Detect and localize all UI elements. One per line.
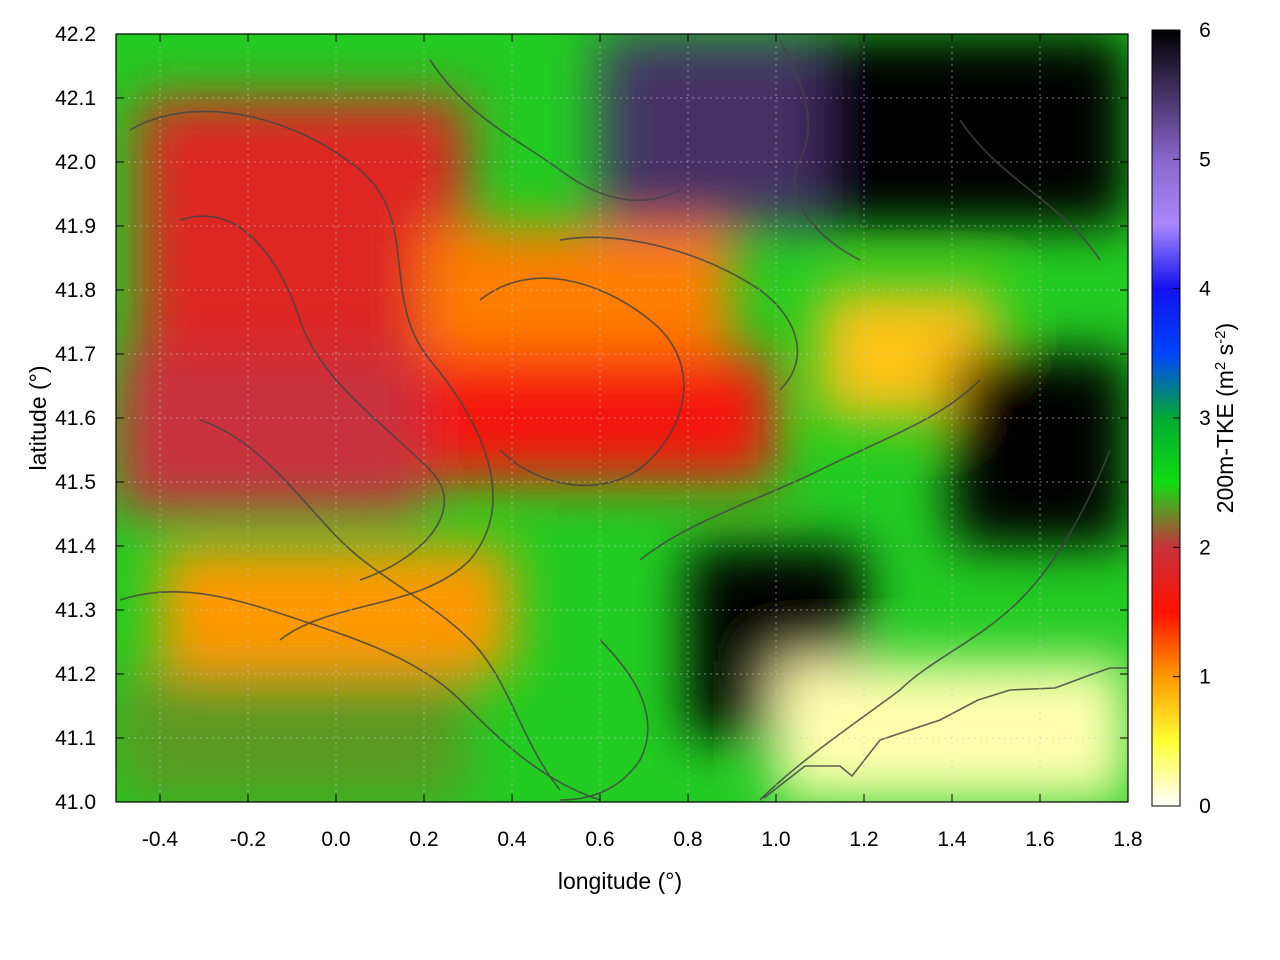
contour-line <box>479 277 685 487</box>
y-tick-label: 41.6 <box>55 407 96 430</box>
x-tick-label: 0.8 <box>673 828 702 851</box>
x-tick-label: 1.0 <box>761 828 790 851</box>
colorbar-tick-label: 1 <box>1199 666 1211 689</box>
y-tick-label: 41.3 <box>55 599 96 622</box>
y-tick-label: 41.2 <box>55 663 96 686</box>
x-tick-label: 1.4 <box>937 828 967 851</box>
colorbar-tick-label: 2 <box>1199 536 1211 559</box>
y-tick-label: 41.0 <box>55 791 96 814</box>
x-tick-label: 0.2 <box>409 828 438 851</box>
y-axis-label: latitude (°) <box>25 365 51 470</box>
contour-line <box>779 39 861 261</box>
y-axis: 41.0 41.1 41.2 41.3 41.4 41.5 41.6 41.7 41.8 41.9… <box>55 23 1128 814</box>
y-tick-label: 41.5 <box>55 471 96 494</box>
y-tick-label: 41.1 <box>55 727 96 750</box>
coastline <box>763 667 1128 799</box>
x-axis-label: longitude (°) <box>558 868 682 894</box>
colorbar-tick-label: 0 <box>1199 795 1211 818</box>
x-tick-label: 0.0 <box>321 828 350 851</box>
colorbar-tick-label: 3 <box>1199 407 1211 430</box>
x-tick-label: -0.2 <box>230 828 266 851</box>
contour-line <box>959 119 1101 261</box>
colorbar-tick-label: 6 <box>1199 19 1211 42</box>
colorbar: 0 1 2 3 4 5 6 200m-TKE (m2 s-2) <box>1151 19 1238 818</box>
grid <box>116 34 1128 802</box>
y-tick-label: 41.9 <box>55 215 96 238</box>
colorbar-ticks: 0 1 2 3 4 5 6 <box>1173 19 1211 818</box>
contour-line <box>199 419 561 791</box>
x-tick-label: -0.4 <box>142 828 179 851</box>
y-tick-label: 41.8 <box>55 279 96 302</box>
y-tick-label: 42.1 <box>55 87 96 110</box>
contour-line <box>129 110 494 641</box>
plot-area <box>116 34 1128 802</box>
x-tick-label: 0.6 <box>585 828 614 851</box>
y-tick-label: 42.0 <box>55 151 96 174</box>
x-tick-label: 1.8 <box>1113 828 1142 851</box>
tke-region <box>600 34 820 226</box>
y-tick-label: 41.7 <box>55 343 96 366</box>
contour-line <box>759 449 1111 801</box>
x-tick-label: 0.4 <box>497 828 527 851</box>
contour-line <box>179 215 445 581</box>
contour-line <box>119 590 601 801</box>
colorbar-label: 200m-TKE (m2 s-2) <box>1212 323 1238 513</box>
terrain-contours <box>119 39 1128 801</box>
y-tick-label: 41.4 <box>55 535 96 558</box>
tke-region <box>116 354 424 514</box>
colorbar-tick-label: 5 <box>1199 148 1211 171</box>
contour-line <box>639 379 981 561</box>
x-axis: -0.4 -0.2 0.0 0.2 0.4 0.6 0.8 1.0 1.2 1.4 1.6 1.8 <box>142 34 1143 851</box>
colorbar-tick-label: 4 <box>1199 278 1211 301</box>
contour-line <box>429 59 681 202</box>
contour-line <box>559 236 799 391</box>
y-tick-label: 42.2 <box>55 23 96 46</box>
x-tick-label: 1.2 <box>849 828 878 851</box>
contour-line <box>559 639 649 801</box>
x-tick-label: 1.6 <box>1025 828 1054 851</box>
